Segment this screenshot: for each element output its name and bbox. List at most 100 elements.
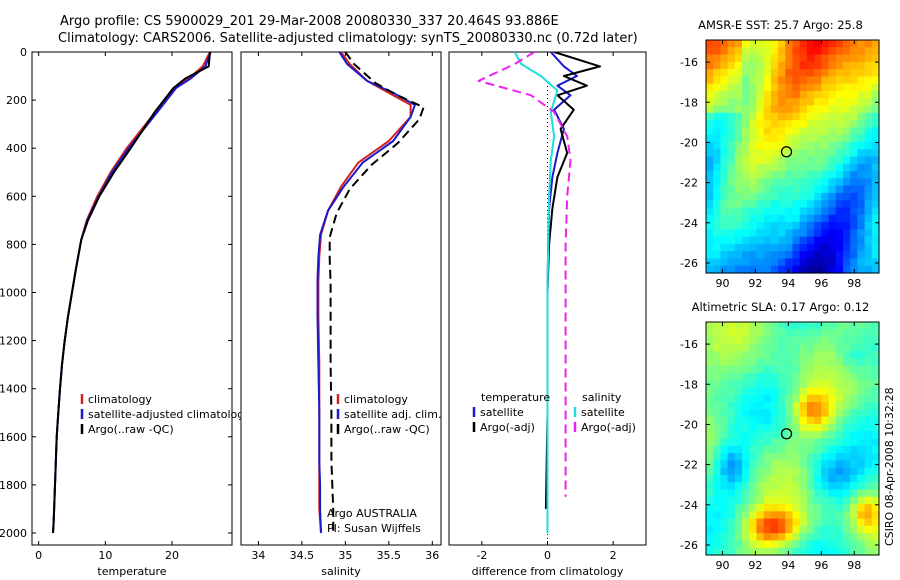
heatmap-cell: [814, 372, 822, 381]
heatmap-cell: [734, 496, 743, 505]
heatmap-cell: [814, 409, 822, 418]
heatmap-cell: [835, 525, 844, 534]
heatmap-cell: [756, 265, 765, 274]
heatmap-cell: [706, 365, 714, 374]
heatmap-cell: [850, 258, 858, 267]
heatmap-cell: [806, 192, 815, 201]
heatmap-cell: [720, 251, 729, 260]
heatmap-cell: [785, 438, 794, 447]
heatmap-cell: [792, 394, 801, 403]
heatmap-cell: [720, 258, 729, 267]
heatmap-cell: [821, 69, 830, 78]
heatmap-cell: [828, 438, 837, 447]
heatmap-cell: [864, 518, 873, 527]
heatmap-cell: [785, 40, 794, 48]
heatmap-cell: [749, 547, 758, 556]
heatmap-cell: [763, 258, 772, 267]
y-tick-label: 2000: [0, 527, 27, 540]
heatmap-cell: [742, 236, 750, 245]
heatmap-cell: [727, 329, 736, 338]
heatmap-cell: [828, 453, 837, 461]
heatmap-cell: [706, 90, 714, 99]
heatmap-cell: [720, 192, 729, 201]
heatmap-cell: [792, 511, 801, 520]
heatmap-cell: [763, 460, 772, 469]
heatmap-cell: [763, 90, 772, 99]
heatmap-cell: [770, 482, 779, 491]
heatmap-cell: [720, 351, 729, 360]
x-tick-label: 35: [338, 549, 352, 562]
heatmap-cell: [770, 127, 779, 136]
heatmap-cell: [842, 76, 851, 85]
heatmap-cell: [785, 467, 794, 476]
heatmap-cell: [835, 394, 844, 403]
heatmap-cell: [792, 460, 801, 469]
heatmap-cell: [770, 504, 779, 512]
heatmap-cell: [742, 98, 750, 107]
heatmap-cell: [720, 453, 729, 461]
heatmap-cell: [742, 61, 750, 70]
heatmap-cell: [763, 533, 772, 542]
argo-position-marker: [780, 428, 793, 440]
heatmap-cell: [706, 171, 714, 179]
heatmap-cell: [821, 387, 830, 396]
heatmap-cell: [864, 105, 873, 114]
heatmap-cell: [727, 156, 736, 165]
heatmap-cell: [706, 474, 714, 483]
heatmap-cell: [799, 504, 808, 512]
heatmap-cell: [799, 163, 808, 172]
heatmap-cell: [842, 47, 851, 56]
heatmap-cell: [713, 540, 722, 549]
heatmap-cell: [871, 222, 880, 230]
heatmap-cell: [742, 127, 750, 136]
heatmap-cell: [835, 547, 844, 556]
legend-heading-salinity: salinity: [582, 391, 622, 404]
heatmap-cell: [713, 207, 722, 216]
heatmap-cell: [842, 90, 851, 99]
heatmap-cell: [706, 258, 714, 267]
heatmap-cell: [857, 423, 866, 432]
heatmap-cell: [850, 112, 858, 121]
heatmap-cell: [720, 547, 729, 556]
heatmap-cells: [706, 322, 880, 556]
heatmap-cell: [785, 258, 794, 267]
heatmap-cell: [742, 540, 750, 549]
heatmap-cell: [864, 533, 873, 542]
heatmap-cell: [806, 265, 815, 274]
heatmap-cell: [770, 112, 779, 121]
heatmap-cell: [727, 251, 736, 260]
annotation-pi: PI: Susan Wijffels: [327, 522, 421, 535]
heatmap-cell: [727, 214, 736, 223]
heatmap-cell: [828, 120, 837, 128]
heatmap-cell: [806, 178, 815, 187]
heatmap-cell: [727, 141, 736, 150]
heatmap-cell: [835, 453, 844, 461]
heatmap-cell: [821, 402, 830, 410]
heatmap-cell: [756, 141, 765, 150]
heatmap-cell: [763, 504, 772, 512]
heatmap-cell: [864, 54, 873, 63]
heatmap-cell: [857, 525, 866, 534]
heatmap-cell: [814, 251, 822, 260]
heatmap-cell: [756, 416, 765, 425]
map-x-tick-label: 96: [814, 559, 828, 572]
heatmap-cell: [821, 134, 830, 143]
heatmap-cell: [821, 525, 830, 534]
heatmap-cell: [821, 171, 830, 179]
heatmap-cell: [842, 540, 851, 549]
heatmap-cell: [842, 243, 851, 252]
x-axis-label: difference from climatology: [472, 565, 624, 578]
heatmap-cell: [720, 178, 729, 187]
heatmap-cell: [871, 149, 880, 158]
heatmap-cell: [770, 387, 779, 396]
heatmap-cell: [835, 343, 844, 352]
heatmap-cell: [828, 394, 837, 403]
heatmap-cell: [727, 387, 736, 396]
heatmap-cell: [706, 336, 714, 345]
heatmap-cell: [806, 322, 815, 330]
heatmap-cell: [821, 214, 830, 223]
heatmap-cell: [842, 112, 851, 121]
heatmap-cell: [828, 358, 837, 367]
heatmap-cell: [785, 496, 794, 505]
heatmap-cell: [871, 127, 880, 136]
